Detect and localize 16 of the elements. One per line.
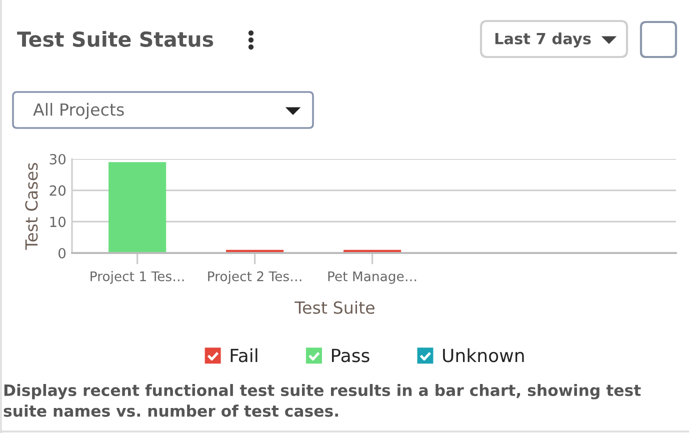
text: Last 7 days	[495, 32, 591, 48]
x-tick-label: Project 2 Tes…	[208, 271, 302, 284]
y-tick-label: 30	[50, 154, 66, 164]
y-axis-title: Test Cases	[25, 163, 38, 250]
y-tick-label: 10	[50, 216, 66, 228]
x-tick-label: Pet Manage…	[328, 271, 416, 284]
legend-label: Pass	[332, 348, 370, 362]
x-tick-label: Project 1 Tes…	[90, 271, 184, 284]
legend-label: Fail	[230, 348, 258, 362]
text: All Projects	[33, 102, 124, 120]
y-tick-label: 20	[50, 185, 66, 196]
text: Displays recent functional test suite results in a bar chart, showing test suite names vs. number of test cases.	[4, 384, 641, 417]
y-tick-label: 0	[58, 248, 66, 258]
x-axis-title: Test Suite	[294, 301, 374, 314]
legend-label: Unknown	[443, 348, 524, 362]
chart-title: Test Suite Status	[17, 31, 214, 47]
